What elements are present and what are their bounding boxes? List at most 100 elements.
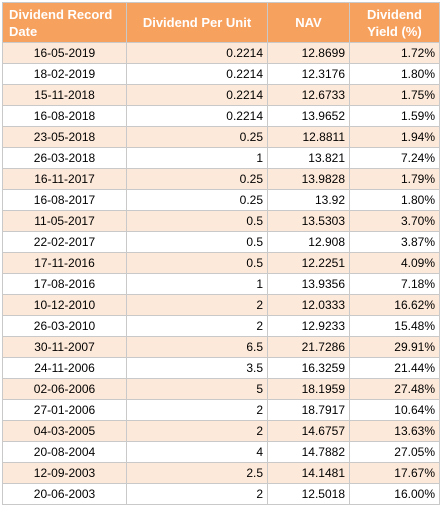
cell-dividend-per-unit: 5 [126, 378, 268, 400]
cell-record-date: 16-08-2018 [2, 105, 127, 127]
cell-nav: 18.7917 [267, 399, 350, 421]
cell-dividend-per-unit: 0.2214 [126, 42, 268, 64]
cell-dividend-yield: 1.72% [349, 42, 440, 64]
cell-nav: 12.0333 [267, 294, 350, 316]
cell-dividend-yield: 17.67% [349, 462, 440, 484]
cell-dividend-yield: 13.63% [349, 420, 440, 442]
table-row: 30-11-2007 6.5 21.7286 29.91% [2, 336, 440, 358]
cell-nav: 12.2251 [267, 252, 350, 274]
table-row: 18-02-2019 0.2214 12.3176 1.80% [2, 63, 440, 85]
cell-nav: 14.1481 [267, 462, 350, 484]
cell-dividend-yield: 29.91% [349, 336, 440, 358]
cell-record-date: 26-03-2010 [2, 315, 127, 337]
cell-dividend-yield: 1.59% [349, 105, 440, 127]
cell-nav: 13.9652 [267, 105, 350, 127]
cell-record-date: 16-08-2017 [2, 189, 127, 211]
table-row: 17-08-2016 1 13.9356 7.18% [2, 273, 440, 295]
cell-dividend-per-unit: 2 [126, 294, 268, 316]
cell-dividend-per-unit: 0.25 [126, 126, 268, 148]
table-row: 10-12-2010 2 12.0333 16.62% [2, 294, 440, 316]
table-row: 23-05-2018 0.25 12.8811 1.94% [2, 126, 440, 148]
table-row: 26-03-2018 1 13.821 7.24% [2, 147, 440, 169]
cell-dividend-per-unit: 0.25 [126, 168, 268, 190]
cell-dividend-yield: 27.48% [349, 378, 440, 400]
table-header: Dividend Record Date Dividend Per Unit N… [2, 2, 440, 43]
cell-dividend-per-unit: 2.5 [126, 462, 268, 484]
cell-nav: 21.7286 [267, 336, 350, 358]
cell-dividend-per-unit: 2 [126, 420, 268, 442]
cell-record-date: 15-11-2018 [2, 84, 127, 106]
cell-dividend-per-unit: 3.5 [126, 357, 268, 379]
table-row: 16-08-2017 0.25 13.92 1.80% [2, 189, 440, 211]
table-row: 24-11-2006 3.5 16.3259 21.44% [2, 357, 440, 379]
cell-dividend-per-unit: 0.2214 [126, 63, 268, 85]
cell-dividend-per-unit: 2 [126, 399, 268, 421]
cell-record-date: 26-03-2018 [2, 147, 127, 169]
table-row: 11-05-2017 0.5 13.5303 3.70% [2, 210, 440, 232]
cell-nav: 12.8811 [267, 126, 350, 148]
cell-record-date: 16-05-2019 [2, 42, 127, 64]
cell-dividend-per-unit: 0.2214 [126, 84, 268, 106]
cell-dividend-yield: 21.44% [349, 357, 440, 379]
cell-dividend-per-unit: 0.2214 [126, 105, 268, 127]
cell-record-date: 20-08-2004 [2, 441, 127, 463]
cell-dividend-yield: 27.05% [349, 441, 440, 463]
cell-record-date: 11-05-2017 [2, 210, 127, 232]
cell-dividend-yield: 3.87% [349, 231, 440, 253]
cell-dividend-per-unit: 0.5 [126, 231, 268, 253]
cell-dividend-yield: 1.79% [349, 168, 440, 190]
cell-dividend-yield: 3.70% [349, 210, 440, 232]
cell-dividend-yield: 10.64% [349, 399, 440, 421]
cell-dividend-per-unit: 6.5 [126, 336, 268, 358]
cell-dividend-yield: 7.18% [349, 273, 440, 295]
cell-record-date: 17-08-2016 [2, 273, 127, 295]
cell-record-date: 20-06-2003 [2, 483, 127, 505]
cell-dividend-yield: 4.09% [349, 252, 440, 274]
cell-dividend-per-unit: 2 [126, 483, 268, 505]
table-row: 16-08-2018 0.2214 13.9652 1.59% [2, 105, 440, 127]
table-row: 02-06-2006 5 18.1959 27.48% [2, 378, 440, 400]
cell-dividend-yield: 15.48% [349, 315, 440, 337]
cell-dividend-per-unit: 1 [126, 147, 268, 169]
cell-record-date: 04-03-2005 [2, 420, 127, 442]
cell-nav: 13.9356 [267, 273, 350, 295]
table-row: 20-06-2003 2 12.5018 16.00% [2, 483, 440, 505]
cell-nav: 12.908 [267, 231, 350, 253]
table-row: 27-01-2006 2 18.7917 10.64% [2, 399, 440, 421]
table-row: 20-08-2004 4 14.7882 27.05% [2, 441, 440, 463]
cell-record-date: 27-01-2006 [2, 399, 127, 421]
cell-dividend-per-unit: 1 [126, 273, 268, 295]
table-row: 04-03-2005 2 14.6757 13.63% [2, 420, 440, 442]
table-row: 16-11-2017 0.25 13.9828 1.79% [2, 168, 440, 190]
cell-nav: 12.8699 [267, 42, 350, 64]
cell-record-date: 22-02-2017 [2, 231, 127, 253]
table-body: 16-05-2019 0.2214 12.8699 1.72% 18-02-2019 0.… [2, 42, 440, 505]
cell-dividend-yield: 16.00% [349, 483, 440, 505]
cell-nav: 13.92 [267, 189, 350, 211]
cell-nav: 12.9233 [267, 315, 350, 337]
header-row: Dividend Record Date Dividend Per Unit N… [2, 2, 440, 43]
table-row: 22-02-2017 0.5 12.908 3.87% [2, 231, 440, 253]
cell-record-date: 23-05-2018 [2, 126, 127, 148]
cell-dividend-yield: 1.75% [349, 84, 440, 106]
cell-nav: 13.821 [267, 147, 350, 169]
cell-nav: 13.5303 [267, 210, 350, 232]
cell-record-date: 24-11-2006 [2, 357, 127, 379]
column-header-record-date: Dividend Record Date [2, 2, 127, 43]
cell-dividend-yield: 1.80% [349, 63, 440, 85]
cell-record-date: 02-06-2006 [2, 378, 127, 400]
column-header-dividend-per-unit: Dividend Per Unit [126, 2, 268, 43]
cell-dividend-per-unit: 0.25 [126, 189, 268, 211]
cell-dividend-yield: 16.62% [349, 294, 440, 316]
cell-record-date: 16-11-2017 [2, 168, 127, 190]
cell-dividend-yield: 7.24% [349, 147, 440, 169]
cell-nav: 12.3176 [267, 63, 350, 85]
table-row: 15-11-2018 0.2214 12.6733 1.75% [2, 84, 440, 106]
cell-dividend-yield: 1.80% [349, 189, 440, 211]
table-row: 12-09-2003 2.5 14.1481 17.67% [2, 462, 440, 484]
cell-nav: 13.9828 [267, 168, 350, 190]
cell-record-date: 17-11-2016 [2, 252, 127, 274]
cell-dividend-per-unit: 4 [126, 441, 268, 463]
cell-nav: 14.6757 [267, 420, 350, 442]
